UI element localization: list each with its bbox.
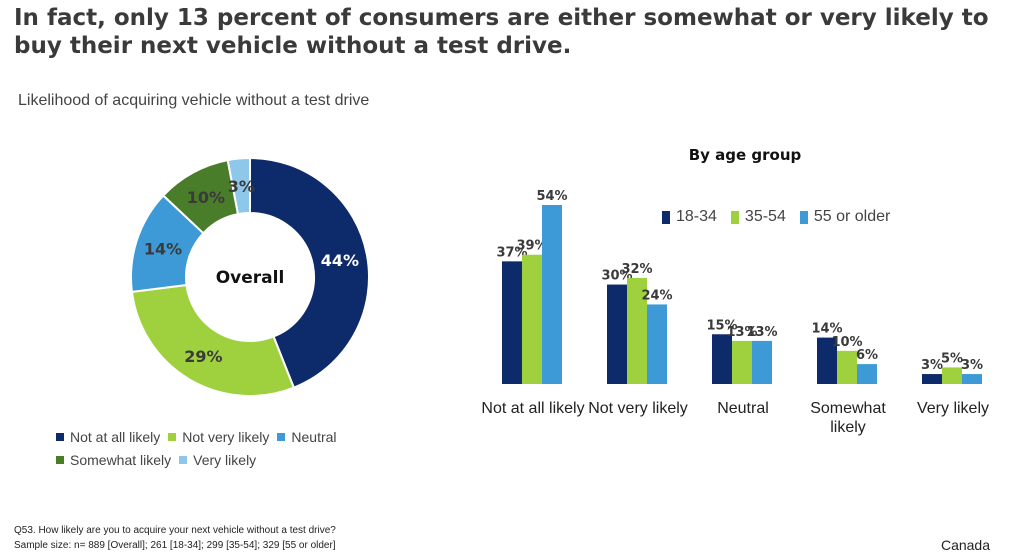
bar-value-label: 15% <box>706 318 737 333</box>
bar-value-label: 13% <box>746 325 777 340</box>
bar-value-label: 54% <box>536 189 567 204</box>
bar-value-label: 10% <box>831 335 862 350</box>
legend-label: Not very likely <box>182 428 270 445</box>
bar-value-label: 13% <box>726 325 757 340</box>
bar-value-label: 37% <box>496 245 527 260</box>
bar-2-0 <box>712 334 732 384</box>
legend-swatch <box>56 432 64 441</box>
bar-chart-title: By age group <box>688 146 802 164</box>
legend-label: Neutral <box>291 428 337 445</box>
legend-item-neutral: Neutral <box>277 428 337 445</box>
legend-item-18-34: 18-34 <box>662 208 717 226</box>
bar-1-0 <box>607 284 627 384</box>
legend-item-very-likely: Very likely <box>179 451 256 468</box>
donut-chart: 44% 29% 14% 10%3% Overall <box>130 156 370 397</box>
donut-value-label: 3% <box>228 177 255 196</box>
bar-value-label: 3% <box>921 358 943 373</box>
bar-value-label: 6% <box>856 348 878 363</box>
bar-2-2 <box>752 340 772 384</box>
category-label-very-likely: Very likely <box>916 400 990 417</box>
legend-label: 35-54 <box>744 208 786 225</box>
category-label-not-at-all-likely: Not at all likely <box>481 400 585 417</box>
donut-value-label: 44% <box>321 251 359 270</box>
bar-value-label: 32% <box>621 262 652 277</box>
bar-value-label: 3% <box>961 358 983 373</box>
bar-value-label: 24% <box>641 288 672 303</box>
legend-label: 18-34 <box>676 208 717 225</box>
bar-2-1 <box>732 340 752 384</box>
legend-label: Very likely <box>193 451 257 468</box>
donut-slice-1 <box>130 283 296 397</box>
category-label-neutral: Neutral <box>717 400 769 417</box>
bar-3-0 <box>817 337 837 384</box>
bar-0-1 <box>522 254 542 384</box>
donut-slice-0 <box>249 156 370 389</box>
bar-value-label: 30% <box>601 269 632 284</box>
bar-value-label: 5% <box>941 351 963 366</box>
footnote-sample-size: Sample size: n= 889 [Overall]; 261 [18-3… <box>14 540 336 551</box>
legend-swatch <box>730 210 739 224</box>
bar-value-label: 14% <box>811 322 842 337</box>
bar-3-2 <box>857 364 877 384</box>
bar-4-1 <box>942 367 962 384</box>
donut-center-label: Overall <box>216 268 285 288</box>
legend-swatch <box>662 210 670 224</box>
legend-item-not-very-likely: Not very likely <box>168 428 269 445</box>
bar-legend: 18-34 35-54 55 or older <box>662 208 904 226</box>
pie-legend: Not at all likely Not very likely Neutra… <box>56 428 396 474</box>
bar-3-1 <box>837 350 857 384</box>
donut-value-label: 10% <box>187 188 225 207</box>
bar-0-2 <box>542 205 562 384</box>
pie-chart-title: Likelihood of acquiring vehicle without … <box>18 92 370 109</box>
footnote-question: Q53. How likely are you to acquire your … <box>14 525 336 536</box>
bar-4-0 <box>922 374 942 384</box>
legend-label: 55 or older <box>813 208 891 225</box>
donut-value-label: 14% <box>144 240 182 259</box>
donut-value-label: 29% <box>184 347 222 366</box>
legend-swatch <box>277 432 286 441</box>
legend-label: Not at all likely <box>70 428 161 445</box>
legend-item-somewhat-likely: Somewhat likely <box>56 451 171 468</box>
headline: In fact, only 13 percent of consumers ar… <box>14 5 989 59</box>
bar-chart: 37%39%54%30%32%24%15%13%13% 14%10%6%3%5%3… <box>496 189 983 384</box>
bar-1-2 <box>647 304 667 384</box>
category-label-not-very-likely: Not very likely <box>588 400 688 417</box>
bar-value-label: 39% <box>516 239 547 254</box>
category-label-somewhat-likely: Somewhat likely <box>810 400 886 436</box>
country-label: Canada <box>940 537 990 553</box>
legend-swatch <box>56 455 64 464</box>
bar-4-2 <box>962 374 982 384</box>
bar-1-1 <box>627 277 647 384</box>
legend-label: Somewhat likely <box>70 451 172 468</box>
legend-swatch <box>168 432 177 441</box>
bar-0-0 <box>502 261 522 384</box>
legend-item-35-54: 35-54 <box>730 208 786 226</box>
legend-item-not-at-all-likely: Not at all likely <box>56 428 160 445</box>
legend-item-55-or-older: 55 or older <box>799 208 891 226</box>
legend-swatch <box>799 210 808 224</box>
legend-swatch <box>179 455 188 464</box>
donut-slice-4 <box>226 156 251 216</box>
